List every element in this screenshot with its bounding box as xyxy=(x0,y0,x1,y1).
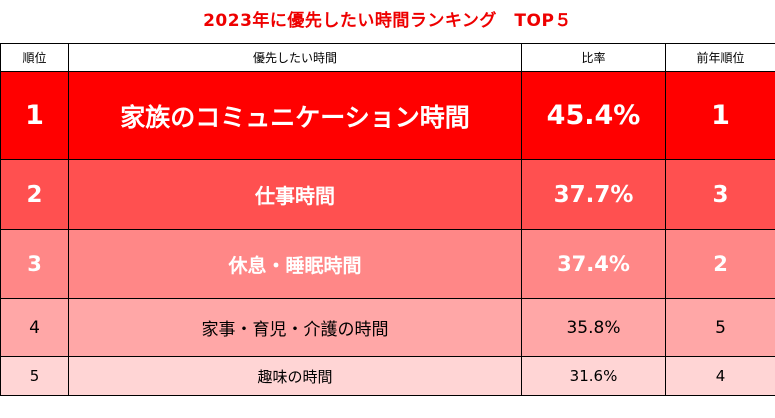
rank-cell: 4 xyxy=(0,298,69,357)
rank-cell: 1 xyxy=(0,71,69,160)
rank-cell: 2 xyxy=(0,159,69,230)
rank-cell: 5 xyxy=(0,356,69,396)
ratio-cell: 37.4% xyxy=(521,229,666,299)
prev-rank-cell: 1 xyxy=(665,71,775,160)
table-row: 3 休息・睡眠時間 37.4% 2 xyxy=(0,229,775,299)
header-rank: 順位 xyxy=(0,43,69,72)
prev-rank-cell: 2 xyxy=(665,229,775,299)
ranking-table: 順位 優先したい時間 比率 前年順位 1 家族のコミュニケーション時間 45.4… xyxy=(0,43,775,396)
rank-cell: 3 xyxy=(0,229,69,299)
prev-rank-cell: 4 xyxy=(665,356,775,396)
item-cell: 仕事時間 xyxy=(68,159,522,230)
prev-rank-cell: 5 xyxy=(665,298,775,357)
prev-rank-cell: 3 xyxy=(665,159,775,230)
table-row: 4 家事・育児・介護の時間 35.8% 5 xyxy=(0,298,775,357)
ratio-cell: 37.7% xyxy=(521,159,666,230)
table-row: 1 家族のコミュニケーション時間 45.4% 1 xyxy=(0,71,775,160)
ranking-title: 2023年に優先したい時間ランキング TOP５ xyxy=(203,11,572,31)
table-row: 5 趣味の時間 31.6% 4 xyxy=(0,356,775,396)
ratio-cell: 35.8% xyxy=(521,298,666,357)
item-cell: 家事・育児・介護の時間 xyxy=(68,298,522,357)
item-cell: 趣味の時間 xyxy=(68,356,522,396)
table-row: 2 仕事時間 37.7% 3 xyxy=(0,159,775,230)
item-cell: 休息・睡眠時間 xyxy=(68,229,522,299)
ratio-cell: 45.4% xyxy=(521,71,666,160)
header-prev-rank: 前年順位 xyxy=(665,43,775,72)
header-item: 優先したい時間 xyxy=(68,43,522,72)
header-row: 順位 優先したい時間 比率 前年順位 xyxy=(0,43,775,72)
ratio-cell: 31.6% xyxy=(521,356,666,396)
header-ratio: 比率 xyxy=(521,43,666,72)
item-cell: 家族のコミュニケーション時間 xyxy=(68,71,522,160)
